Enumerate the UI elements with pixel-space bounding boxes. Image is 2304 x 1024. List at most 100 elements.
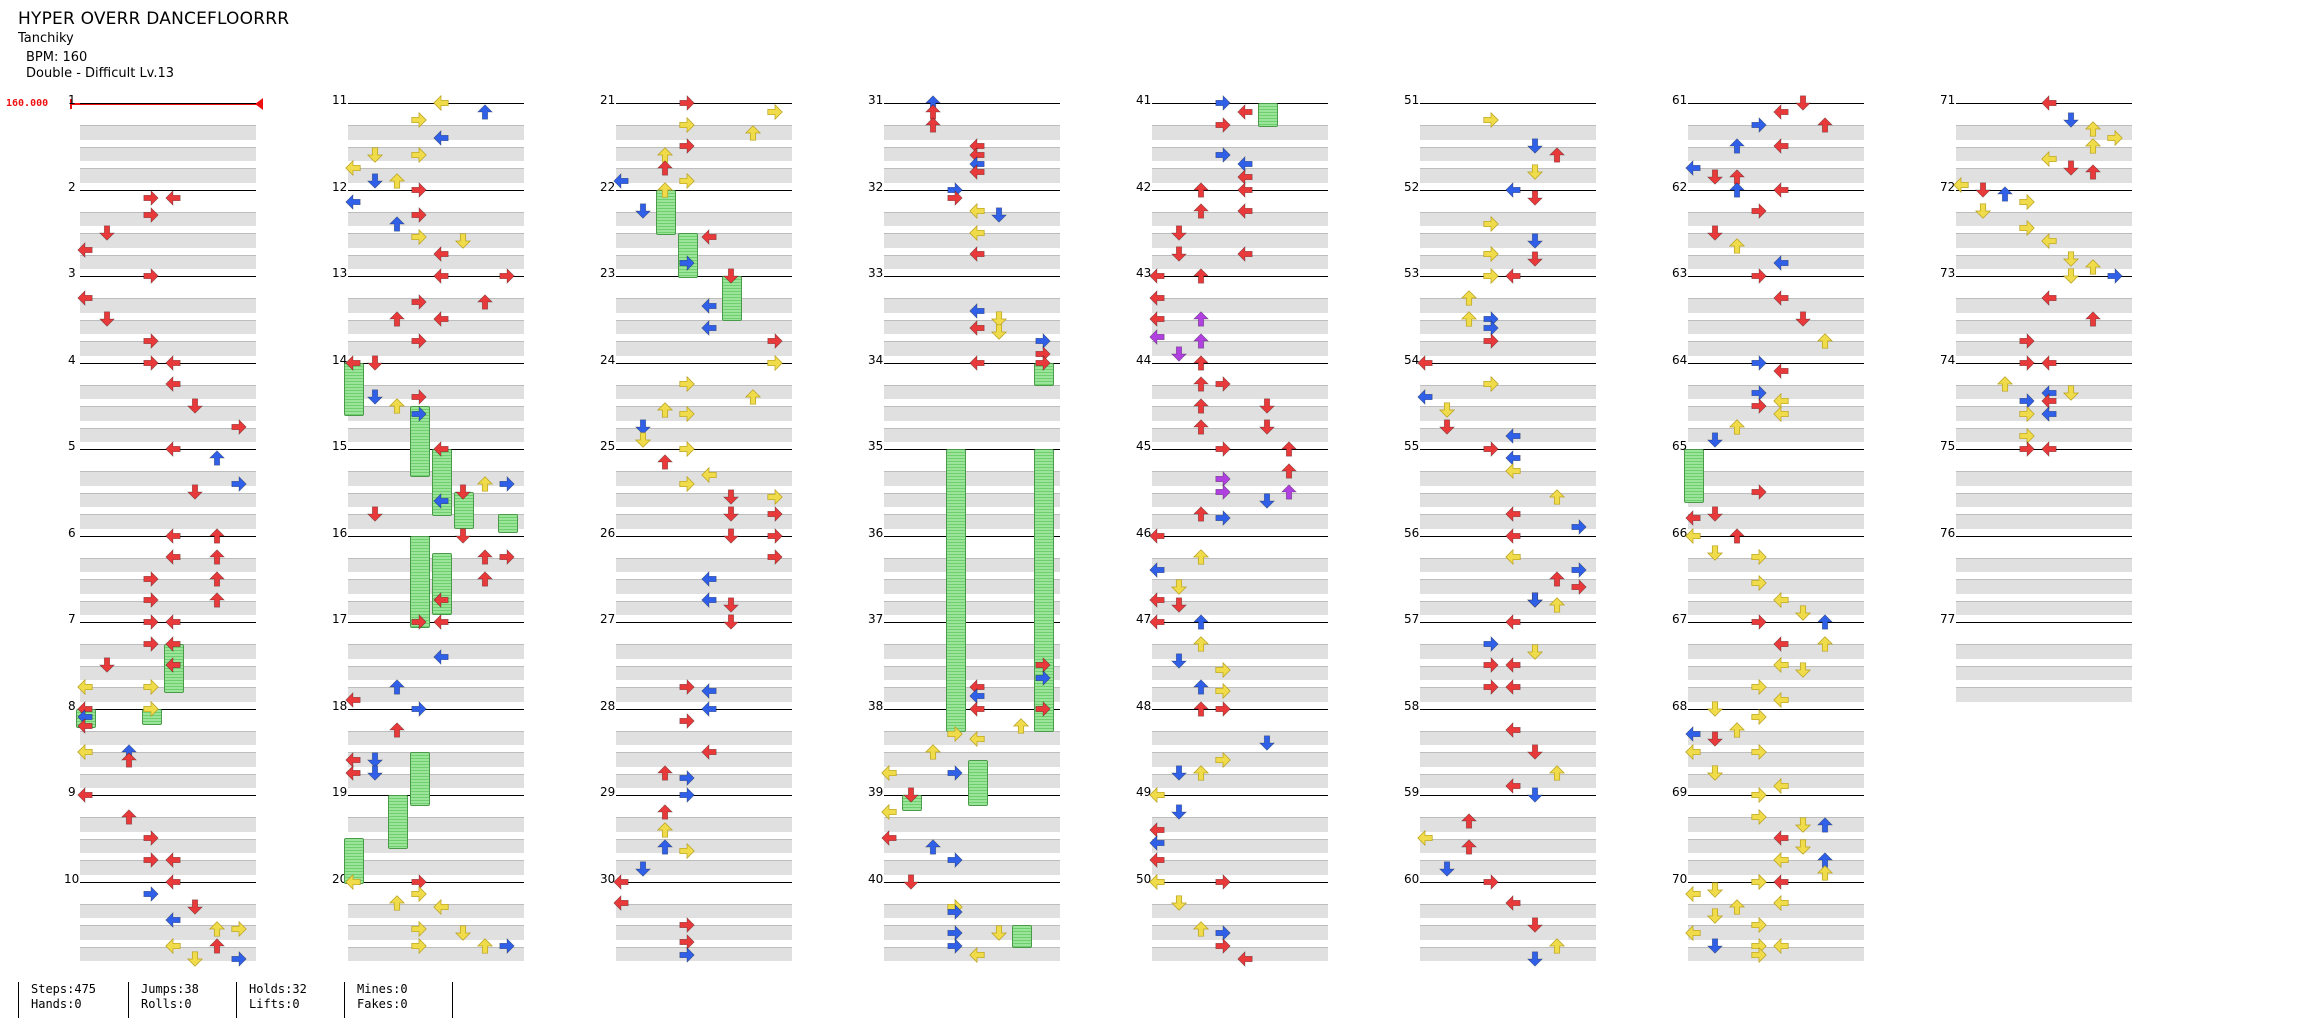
arrow-note-down-icon xyxy=(1974,181,1992,199)
arrow-note-up-icon xyxy=(208,920,226,938)
measure-line xyxy=(1688,535,1864,537)
arrow-note-left-icon xyxy=(164,613,182,631)
arrow-note-up-icon xyxy=(2084,163,2102,181)
measure-line xyxy=(884,189,1060,191)
arrow-note-down-icon xyxy=(1526,786,1544,804)
arrow-note-up-icon xyxy=(1816,332,1834,350)
measure-number: 35 xyxy=(868,439,884,453)
beat-band xyxy=(348,406,524,421)
arrow-note-down-icon xyxy=(990,206,1008,224)
arrow-note-right-icon xyxy=(678,440,696,458)
arrow-note-up-icon xyxy=(208,937,226,955)
arrow-note-down-icon xyxy=(1526,916,1544,934)
measure-number: 29 xyxy=(600,785,616,799)
measure-number: 27 xyxy=(600,612,616,626)
beat-band xyxy=(1152,233,1328,248)
measure-line xyxy=(1688,449,1864,450)
arrow-note-left-icon xyxy=(164,873,182,891)
stat-steps: Steps:475 xyxy=(31,982,97,996)
measure-line xyxy=(1152,795,1328,796)
beat-band xyxy=(80,168,256,183)
measure-number: 71 xyxy=(1940,93,1956,107)
beat-band xyxy=(1956,514,2132,529)
measure-number: 24 xyxy=(600,352,616,367)
arrow-note-up-icon xyxy=(1548,596,1566,614)
arrow-note-right-icon xyxy=(1482,656,1500,674)
arrow-note-down-icon xyxy=(990,323,1008,341)
beat-band xyxy=(348,384,524,400)
arrow-note-left-icon xyxy=(1772,103,1790,121)
hold-note xyxy=(1258,103,1278,127)
arrow-note-down-icon xyxy=(186,950,204,968)
arrow-note-up-icon xyxy=(120,751,138,769)
arrow-note-down-icon xyxy=(1438,401,1456,419)
arrow-note-down-icon xyxy=(1794,816,1812,834)
beat-band xyxy=(1152,384,1328,400)
arrow-note-up-icon xyxy=(656,401,674,419)
arrow-note-up-icon xyxy=(1192,332,1210,350)
arrow-note-down-icon xyxy=(454,527,472,545)
measure-number: 43 xyxy=(1136,266,1152,280)
beat-band xyxy=(80,730,256,746)
beat-band xyxy=(1420,211,1596,227)
arrow-note-left-icon xyxy=(700,743,718,761)
arrow-note-left-icon xyxy=(76,717,94,735)
arrow-note-right-icon xyxy=(1750,743,1768,761)
arrow-note-right-icon xyxy=(230,475,248,493)
arrow-note-left-icon xyxy=(76,289,94,307)
arrow-note-right-icon xyxy=(946,725,964,743)
arrow-note-right-icon xyxy=(410,613,428,631)
measure-line xyxy=(1420,795,1596,796)
beat-band xyxy=(1152,406,1328,421)
arrow-note-left-icon xyxy=(968,302,986,320)
measure-line xyxy=(1420,708,1596,710)
beat-band xyxy=(1152,752,1328,767)
beat-band xyxy=(348,752,524,767)
arrow-note-up-icon xyxy=(924,116,942,134)
arrow-note-down-icon xyxy=(1526,232,1544,250)
beat-band xyxy=(1152,471,1328,486)
arrow-note-up-icon xyxy=(1728,418,1746,436)
arrow-note-up-icon xyxy=(388,678,406,696)
measure-number: 10 xyxy=(64,871,80,886)
beat-band xyxy=(616,557,792,573)
arrow-note-right-icon xyxy=(142,206,160,224)
arrow-note-left-icon xyxy=(880,764,898,782)
arrow-note-left-icon xyxy=(432,440,450,458)
arrow-note-right-icon xyxy=(1214,375,1232,393)
beat-band xyxy=(1956,600,2132,616)
arrow-note-down-icon xyxy=(1794,604,1812,622)
arrow-note-right-icon xyxy=(1750,946,1768,964)
measure-line xyxy=(1956,622,2132,623)
arrow-note-up-icon xyxy=(208,449,226,467)
measure-number: 5 xyxy=(68,439,76,453)
arrow-note-left-icon xyxy=(2040,289,2058,307)
arrow-note-right-icon xyxy=(1482,111,1500,129)
beat-band xyxy=(1956,211,2132,227)
measure-number: 19 xyxy=(332,785,348,799)
arrow-note-right-icon xyxy=(142,885,160,903)
beat-band xyxy=(1956,644,2132,659)
arrow-note-left-icon xyxy=(1148,267,1166,285)
arrow-note-left-icon xyxy=(700,319,718,337)
measure-number: 15 xyxy=(332,439,348,453)
measure-number: 46 xyxy=(1136,525,1152,540)
hold-note xyxy=(498,513,518,534)
arrow-note-left-icon xyxy=(164,937,182,955)
arrow-note-left-icon xyxy=(1236,202,1254,220)
measure-number: 44 xyxy=(1136,352,1152,367)
measure-number: 62 xyxy=(1672,179,1688,194)
song-artist: Tanchiky xyxy=(18,31,74,46)
arrow-note-left-icon xyxy=(1148,328,1166,346)
arrow-note-up-icon xyxy=(1548,488,1566,506)
arrow-note-right-icon xyxy=(142,267,160,285)
beat-band xyxy=(348,730,524,746)
beat-band xyxy=(616,514,792,529)
arrow-note-up-icon xyxy=(1192,375,1210,393)
arrow-note-right-icon xyxy=(498,475,516,493)
arrow-note-left-icon xyxy=(344,354,362,372)
arrow-note-left-icon xyxy=(2040,354,2058,372)
measure-number: 23 xyxy=(600,266,616,280)
arrow-note-right-icon xyxy=(1750,267,1768,285)
arrow-note-down-icon xyxy=(1706,764,1724,782)
